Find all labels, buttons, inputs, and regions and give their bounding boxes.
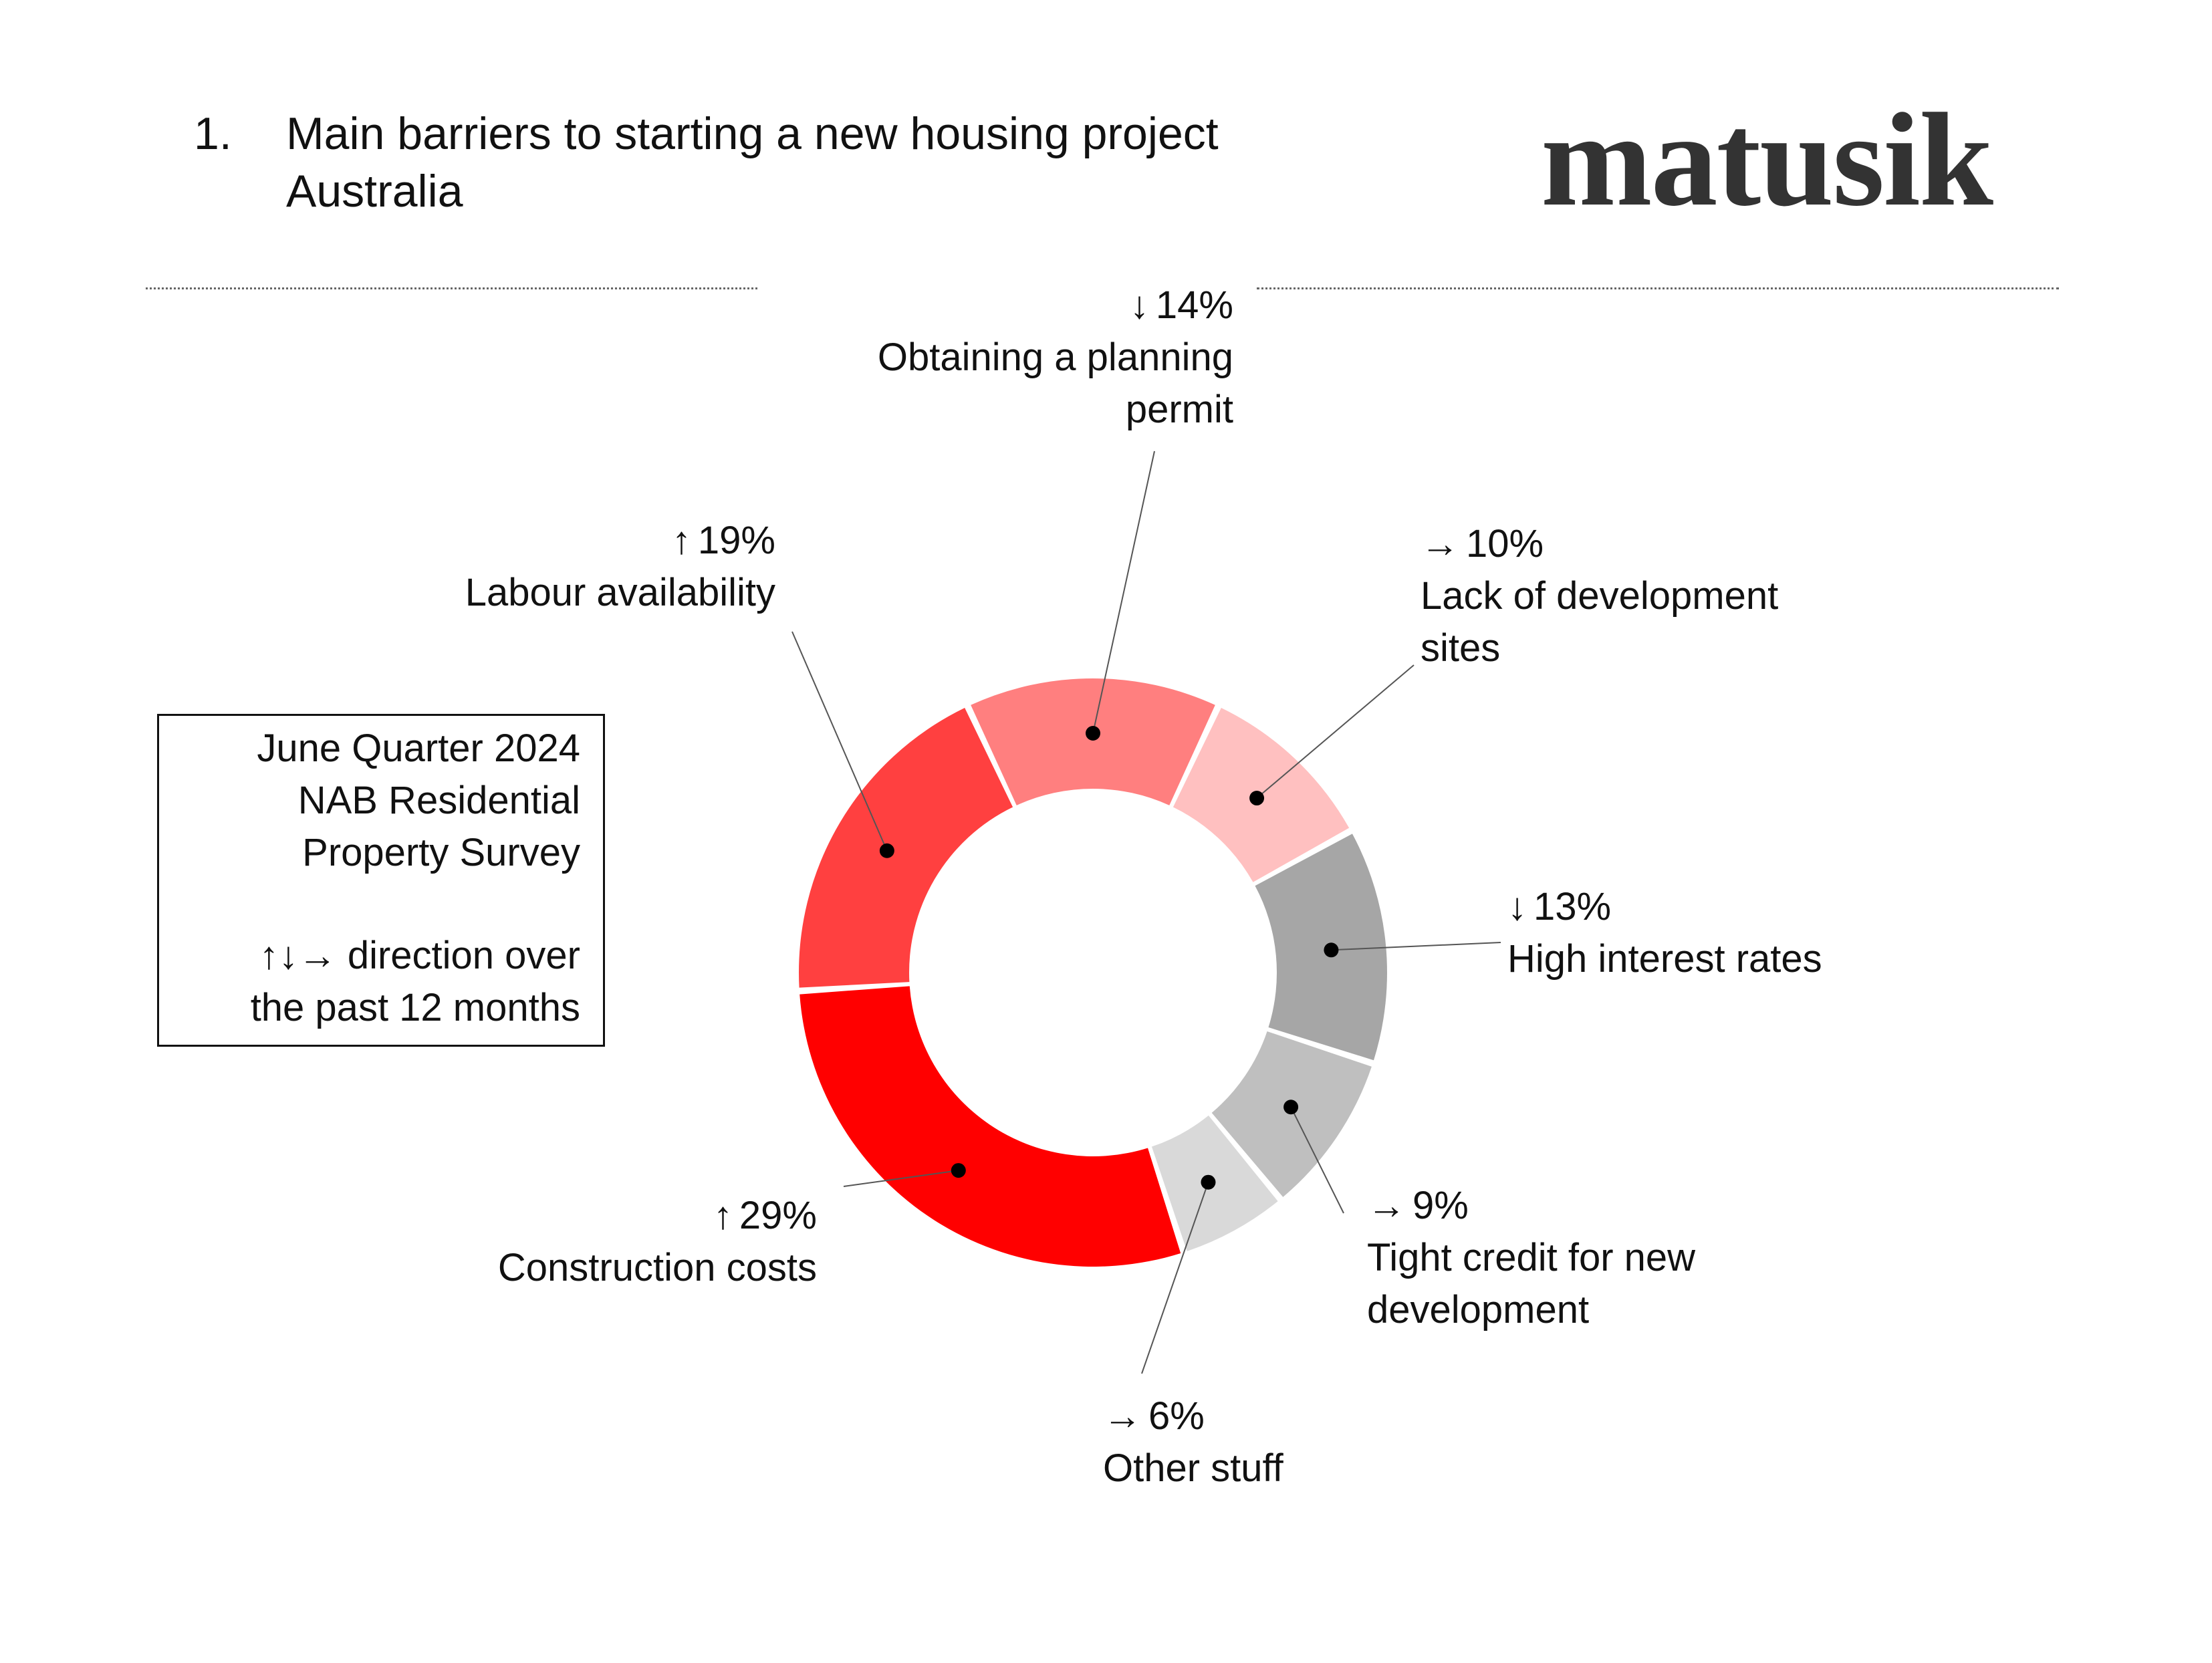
slice-label-line: Other stuff bbox=[1103, 1446, 1283, 1490]
label-construction-costs: ↑ 29% Construction costs bbox=[498, 1190, 817, 1294]
slice-label-line: Obtaining a planning bbox=[877, 336, 1233, 379]
pct-value: 13% bbox=[1533, 885, 1612, 928]
data-label-pct: ↓ 14% bbox=[878, 279, 1233, 332]
direction-arrow-icon: ↑ bbox=[671, 519, 691, 562]
leader-line-other-stuff bbox=[1141, 1182, 1209, 1374]
source-line-3: Property Survey bbox=[302, 831, 580, 874]
direction-arrow-icon: → bbox=[1367, 1184, 1406, 1227]
slice-label-line: Labour availability bbox=[465, 571, 775, 614]
pct-value: 10% bbox=[1466, 522, 1544, 565]
leader-dot-high-interest-rates bbox=[1324, 942, 1339, 958]
leader-line-construction-costs bbox=[843, 1170, 959, 1187]
pct-value: 19% bbox=[697, 519, 775, 562]
matusik-logo: matusik bbox=[1541, 86, 1993, 234]
data-label-pct: ↑ 29% bbox=[498, 1190, 817, 1242]
leader-line-high-interest-rates bbox=[1331, 942, 1501, 951]
data-label-pct: ↓ 13% bbox=[1507, 881, 1822, 933]
slice-label-line: High interest rates bbox=[1507, 937, 1822, 981]
slice-label-line: Lack of development bbox=[1421, 574, 1779, 618]
direction-arrow-icon: ↑ bbox=[713, 1194, 733, 1237]
divider-left bbox=[146, 287, 757, 289]
chart-number: 1. bbox=[194, 108, 232, 159]
pct-value: 14% bbox=[1155, 283, 1233, 327]
direction-arrow-icon: ↓ bbox=[1507, 885, 1527, 928]
leader-dot-labour-availability bbox=[879, 843, 894, 858]
source-line-2: NAB Residential bbox=[297, 779, 580, 822]
label-other-stuff: → 6% Other stuff bbox=[1103, 1390, 1283, 1495]
leader-line-lack-of-development-sites bbox=[1256, 664, 1415, 799]
slice-label-line: sites bbox=[1421, 626, 1501, 670]
leader-dot-other-stuff bbox=[1201, 1174, 1216, 1190]
data-label-pct: → 9% bbox=[1367, 1180, 1695, 1232]
label-tight-credit-for-new-development: → 9% Tight credit for new development bbox=[1367, 1180, 1695, 1336]
data-label-pct: ↑ 19% bbox=[465, 515, 775, 567]
direction-note-line-2: the past 12 months bbox=[250, 986, 580, 1029]
slice-label-line: permit bbox=[1125, 388, 1233, 431]
slice-label-line: development bbox=[1367, 1288, 1590, 1331]
chart-subtitle: Australia bbox=[286, 166, 463, 217]
chart-title: Main barriers to starting a new housing … bbox=[286, 108, 1219, 159]
pct-value: 6% bbox=[1148, 1394, 1205, 1438]
direction-note-line-1: ↑↓→ direction over bbox=[259, 934, 580, 977]
label-high-interest-rates: ↓ 13% High interest rates bbox=[1507, 881, 1822, 985]
slice-obtaining-a-planning-permit bbox=[971, 678, 1215, 805]
data-label-pct: → 10% bbox=[1421, 518, 1778, 570]
leader-dot-tight-credit-for-new-development bbox=[1283, 1100, 1299, 1115]
leader-line-obtaining-a-planning-permit bbox=[1092, 451, 1155, 734]
label-lack-of-development-sites: → 10% Lack of development sites bbox=[1421, 518, 1778, 674]
leader-dot-construction-costs bbox=[951, 1163, 966, 1178]
leader-dot-lack-of-development-sites bbox=[1249, 791, 1265, 806]
direction-arrow-icon: ↓ bbox=[1129, 283, 1149, 327]
slice-high-interest-rates bbox=[1255, 834, 1388, 1061]
label-obtaining-a-planning-permit: ↓ 14% Obtaining a planning permit bbox=[878, 279, 1233, 436]
data-label-pct: → 6% bbox=[1103, 1390, 1283, 1442]
source-line-1: June Quarter 2024 bbox=[257, 727, 580, 770]
leader-line-tight-credit-for-new-development bbox=[1290, 1106, 1344, 1214]
pct-value: 9% bbox=[1412, 1184, 1469, 1227]
pct-value: 29% bbox=[739, 1194, 817, 1237]
slice-label-line: Construction costs bbox=[497, 1246, 817, 1289]
leader-dot-obtaining-a-planning-permit bbox=[1086, 726, 1100, 741]
label-labour-availability: ↑ 19% Labour availability bbox=[465, 515, 775, 619]
divider-right bbox=[1257, 287, 2059, 289]
slice-construction-costs bbox=[800, 986, 1181, 1267]
slice-label-line: Tight credit for new bbox=[1367, 1236, 1696, 1279]
direction-arrow-icon: → bbox=[1421, 522, 1459, 565]
slice-labour-availability bbox=[799, 708, 1013, 988]
source-note-box: June Quarter 2024 NAB Residential Proper… bbox=[157, 714, 605, 1047]
direction-arrow-icon: → bbox=[1103, 1394, 1142, 1438]
leader-line-labour-availability bbox=[791, 631, 888, 852]
